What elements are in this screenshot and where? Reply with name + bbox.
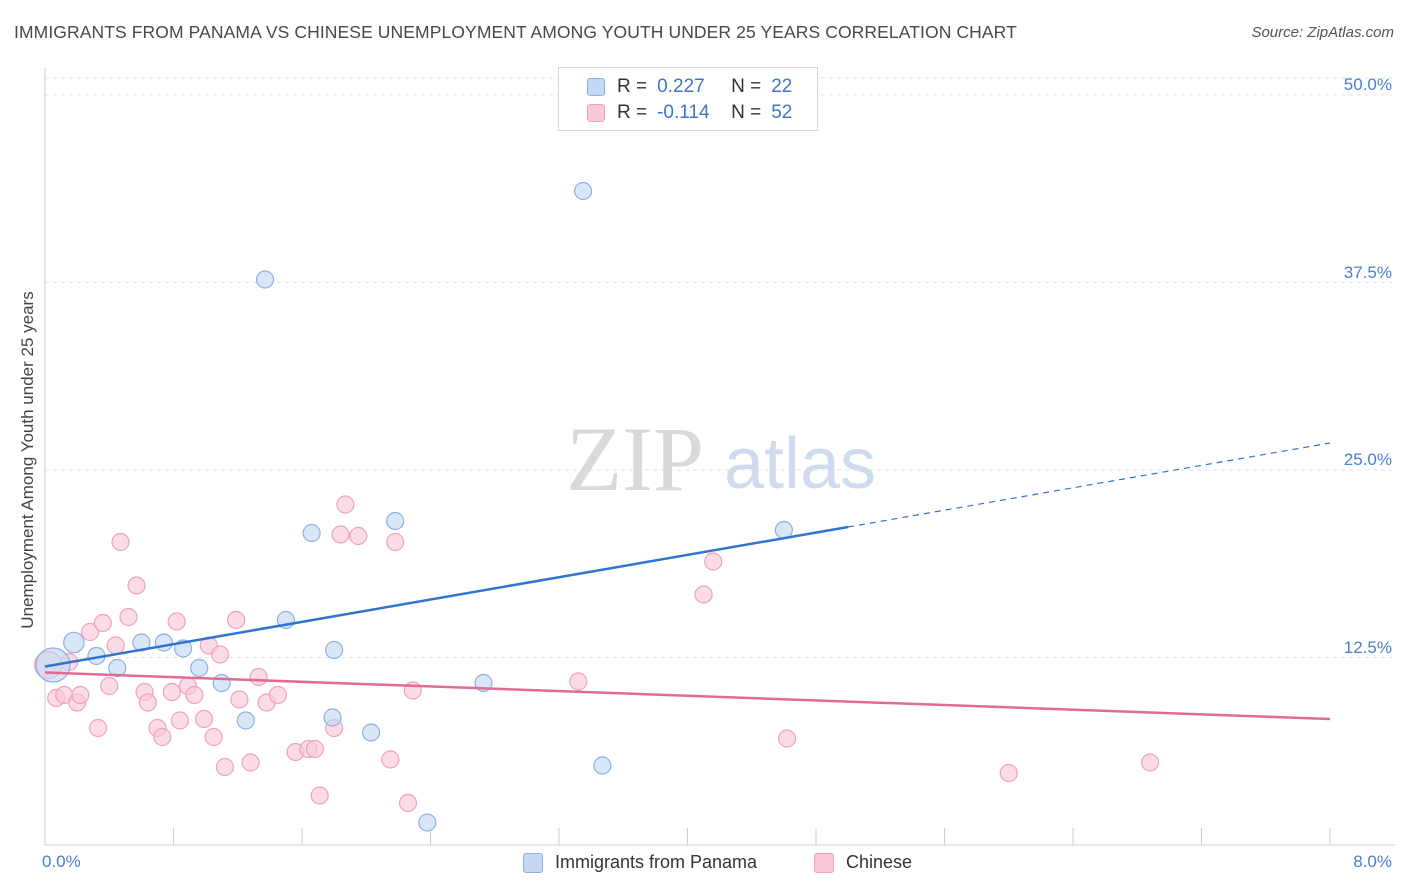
chinese-point: [88, 718, 108, 738]
y-tick-label: 12.5%: [1343, 637, 1392, 657]
panama-point: [108, 658, 127, 678]
x-tick-label-max: 8.0%: [1353, 852, 1392, 871]
chinese-point: [999, 763, 1018, 783]
bottom-legend-panama: Immigrants from Panama: [523, 852, 757, 873]
panama-legend-label: Immigrants from Panama: [555, 852, 758, 872]
panama-r-value: 0.227: [657, 76, 705, 97]
axis-layer: [44, 68, 1395, 846]
chinese-point: [241, 753, 260, 772]
chinese-point: [268, 685, 288, 705]
chinese-point: [305, 739, 324, 759]
trend-lines: [44, 442, 1331, 721]
chinese-r-label: R =: [617, 102, 648, 123]
chinese-trend-line: [44, 671, 1331, 721]
panama-point: [323, 708, 342, 727]
chinese-point: [185, 685, 204, 705]
panama-legend-swatch: [523, 852, 543, 873]
panama-point: [573, 181, 593, 201]
chinese-point: [194, 709, 214, 729]
chinese-point: [127, 576, 146, 595]
chinese-point: [210, 645, 230, 664]
stats-legend: R = 0.227 N = 22 R = -0.114 N = 52: [558, 67, 818, 131]
chinese-point: [170, 711, 190, 730]
chinese-point: [230, 690, 249, 709]
chinese-swatch: [587, 104, 605, 122]
chinese-point: [249, 667, 268, 687]
bottom-legend-chinese: Chinese: [814, 852, 912, 873]
chinese-r-value: -0.114: [657, 102, 710, 123]
panama-trend-extension: [848, 442, 1331, 528]
panama-point: [190, 658, 209, 678]
panama-point: [255, 270, 275, 289]
chinese-legend-swatch: [814, 852, 834, 873]
panama-point: [593, 756, 612, 775]
chinese-point: [167, 612, 186, 631]
panama-point: [212, 673, 231, 693]
y-tick-label: 37.5%: [1343, 262, 1392, 282]
chinese-point: [93, 613, 112, 633]
panama-point: [63, 631, 85, 654]
panama-point: [154, 633, 173, 652]
panama-trend-line: [44, 525, 849, 668]
legend-row-panama: R = 0.227 N = 22: [587, 75, 792, 99]
chinese-point: [694, 585, 713, 604]
panama-point: [325, 640, 344, 660]
watermark: ZIP atlas: [566, 408, 876, 510]
chinese-point: [100, 676, 119, 696]
source-credit: Source: ZipAtlas.com: [1251, 24, 1394, 41]
chinese-n-label: N =: [731, 102, 762, 123]
chinese-point: [71, 685, 90, 705]
chinese-point: [310, 786, 329, 805]
panama-swatch: [587, 78, 605, 96]
panama-n-value: 22: [771, 76, 793, 97]
y-axis-label: Unemployment Among Youth under 25 years: [18, 291, 37, 629]
panama-n-label: N =: [731, 76, 762, 97]
chinese-point: [1140, 753, 1160, 772]
chinese-point: [569, 672, 588, 691]
chinese-point: [227, 610, 246, 630]
panama-point: [386, 511, 405, 531]
grid-layer: [45, 77, 1395, 658]
chinese-point: [381, 750, 400, 769]
chart-title: IMMIGRANTS FROM PANAMA VS CHINESE UNEMPL…: [14, 22, 1017, 42]
chinese-point: [106, 636, 125, 655]
chinese-legend-label: Chinese: [846, 852, 913, 872]
watermark-atlas: atlas: [724, 424, 876, 504]
chinese-point: [215, 757, 234, 777]
panama-points: [35, 181, 793, 832]
chinese-point: [111, 532, 130, 552]
panama-point: [302, 523, 321, 543]
chinese-point: [119, 607, 138, 627]
y-tick-label: 25.0%: [1343, 450, 1392, 469]
x-tick-label-min: 0.0%: [42, 852, 81, 871]
chinese-point: [398, 793, 418, 813]
chinese-point: [138, 693, 157, 712]
chinese-points: [34, 495, 1160, 813]
chinese-point: [80, 622, 100, 642]
chinese-point: [153, 727, 172, 747]
chinese-point: [349, 526, 368, 546]
watermark-zip: ZIP: [566, 408, 704, 510]
chinese-point: [162, 682, 181, 702]
panama-point: [236, 711, 255, 730]
panama-r-label: R =: [617, 76, 648, 97]
panama-point: [361, 723, 381, 742]
chinese-point: [331, 525, 350, 544]
chinese-point: [704, 552, 723, 571]
chinese-point: [204, 727, 223, 747]
legend-row-chinese: R = -0.114 N = 52: [587, 101, 792, 125]
y-tick-label: 50.0%: [1343, 75, 1392, 94]
chinese-n-value: 52: [771, 102, 793, 123]
panama-point: [418, 813, 437, 832]
chinese-point: [336, 495, 355, 514]
chinese-point: [386, 532, 405, 552]
chinese-point: [777, 729, 797, 748]
